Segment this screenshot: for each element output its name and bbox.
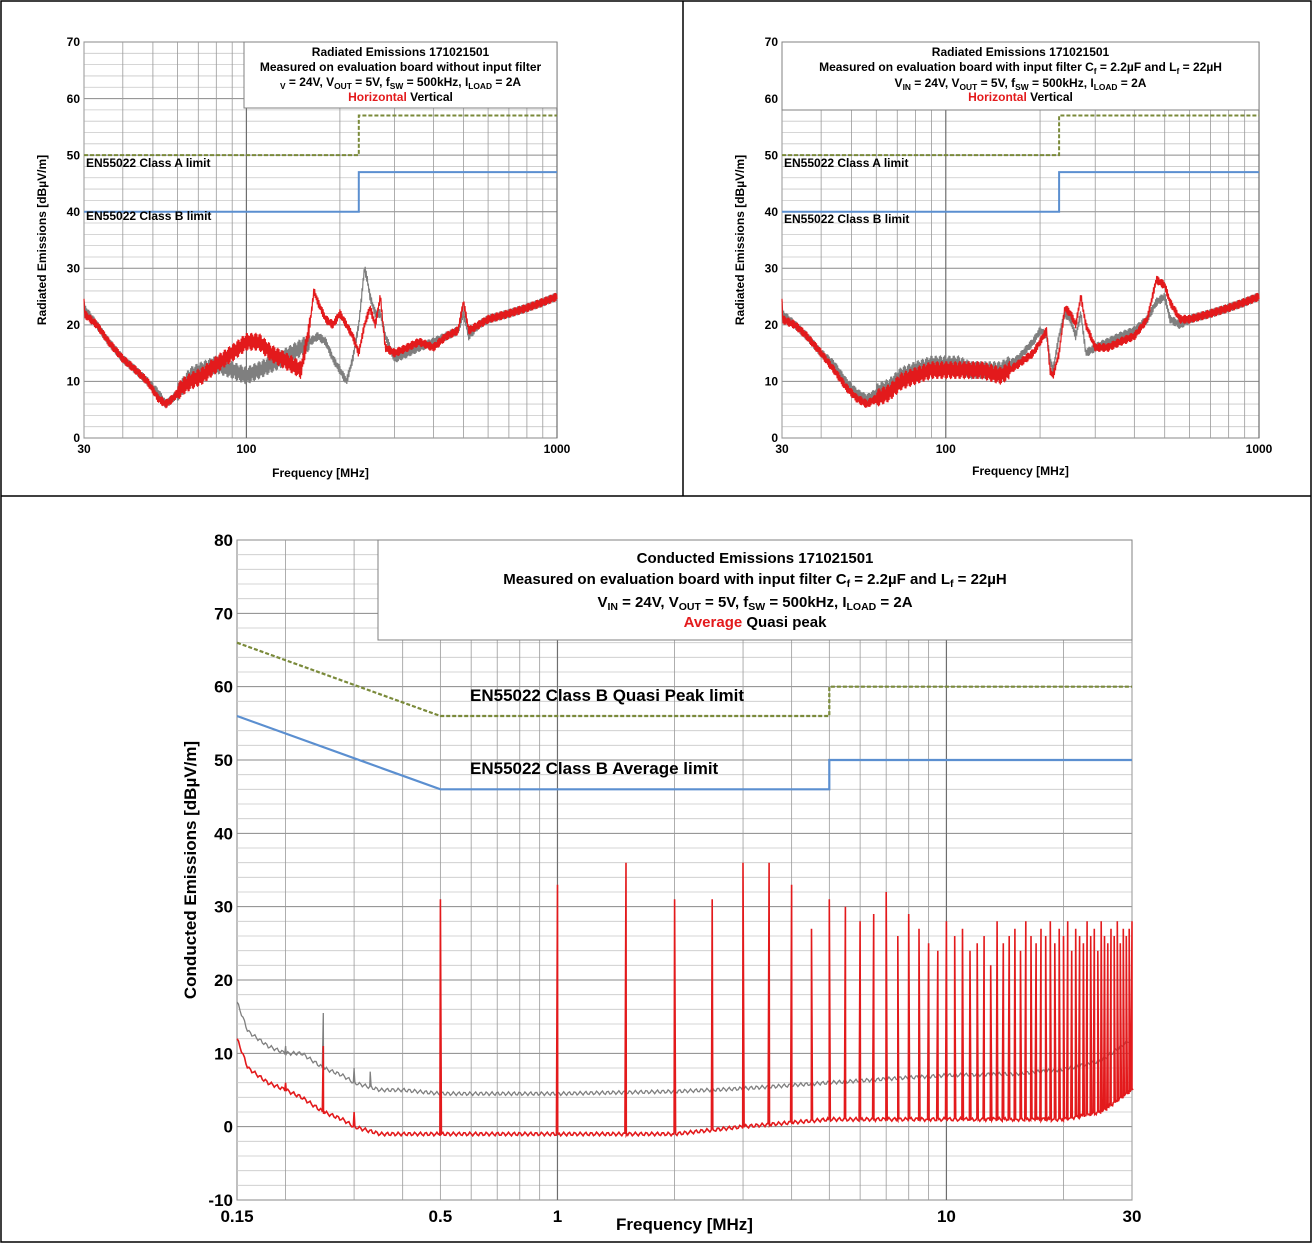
chart-legend: Average Quasi peak xyxy=(684,614,828,631)
title-box xyxy=(377,539,1133,641)
legend-entry: Quasi peak xyxy=(742,614,827,631)
y-axis-label: Radiated Emissions [dBµV/m] xyxy=(733,155,747,325)
x-axis-label: Frequency [MHz] xyxy=(972,464,1069,478)
limit-label: EN55022 Class B limit xyxy=(784,212,909,226)
x-tick-label: 30 xyxy=(1123,1207,1142,1226)
limit-label: EN55022 Class A limit xyxy=(784,156,909,170)
series-horizontal xyxy=(83,288,558,409)
x-tick-label: 100 xyxy=(936,442,956,456)
legend-entry: Horizontal xyxy=(348,90,407,104)
y-tick-label: 50 xyxy=(214,751,233,770)
y-tick-label: 30 xyxy=(765,261,779,275)
series-average xyxy=(236,862,1134,1139)
legend-entry: Horizontal xyxy=(968,90,1027,104)
title-box xyxy=(243,41,558,109)
y-tick-label: 30 xyxy=(214,898,233,917)
limit-label: EN55022 Class B Average limit xyxy=(470,759,719,778)
y-axis-label: Conducted Emissions [dBµV/m] xyxy=(181,741,200,999)
chart-subtitle: Measured on evaluation board with input … xyxy=(819,60,1222,76)
limit-label: EN55022 Class A limit xyxy=(86,156,211,170)
y-tick-label: 40 xyxy=(765,205,779,219)
y-tick-label: -10 xyxy=(208,1191,233,1210)
x-tick-label: 0.5 xyxy=(429,1207,453,1226)
x-tick-label: 0.15 xyxy=(220,1207,253,1226)
y-tick-label: 20 xyxy=(67,318,81,332)
y-tick-label: 10 xyxy=(67,375,81,389)
y-tick-label: 40 xyxy=(67,205,81,219)
x-tick-label: 10 xyxy=(937,1207,956,1226)
chart-radiated-no-filter: EN55022 Class A limit EN55022 Class B lim… xyxy=(35,35,571,480)
chart-legend: Horizontal Vertical xyxy=(348,90,453,104)
y-tick-label: 50 xyxy=(765,148,779,162)
legend-entry: Vertical xyxy=(1027,90,1073,104)
y-axis-label: Radiated Emissions [dBµV/m] xyxy=(35,155,49,325)
x-axis-label: Frequency [MHz] xyxy=(272,466,369,480)
y-tick-label: 30 xyxy=(67,261,81,275)
x-tick-label: 1000 xyxy=(544,442,571,456)
y-tick-label: 60 xyxy=(67,92,81,106)
x-tick-label: 1 xyxy=(553,1207,562,1226)
chart-subtitle: Measured on evaluation board with input … xyxy=(503,571,1007,590)
y-tick-label: 20 xyxy=(765,318,779,332)
limit-line-upper xyxy=(236,641,1132,718)
x-tick-label: 30 xyxy=(775,442,789,456)
legend-entry: Vertical xyxy=(407,90,453,104)
chart-title: Radiated Emissions 171021501 xyxy=(932,45,1110,59)
y-tick-label: 80 xyxy=(214,531,233,550)
chart-title: Conducted Emissions 171021501 xyxy=(637,550,874,567)
x-tick-label: 1000 xyxy=(1246,442,1273,456)
x-axis-label: Frequency [MHz] xyxy=(616,1215,753,1234)
limit-line-upper xyxy=(782,114,1259,157)
gridlines xyxy=(83,41,558,439)
title-box xyxy=(781,41,1260,111)
y-tick-label: 70 xyxy=(214,604,233,623)
chart-conditions: VIN = 24V, VOUT = 5V, fSW = 500kHz, ILOA… xyxy=(895,76,1147,92)
y-tick-label: 10 xyxy=(214,1044,233,1063)
x-tick-label: 30 xyxy=(77,442,91,456)
y-tick-label: 0 xyxy=(771,431,778,445)
y-tick-label: 60 xyxy=(214,678,233,697)
series-horizontal xyxy=(781,275,1260,408)
chart-subtitle: Measured on evaluation board without inp… xyxy=(260,60,542,74)
limit-line-lower xyxy=(782,171,1259,213)
y-tick-label: 0 xyxy=(224,1118,233,1137)
x-tick-label: 100 xyxy=(236,442,256,456)
chart-conditions: VIN = 24V, VOUT = 5V, fSW = 500kHz, ILOA… xyxy=(597,594,912,613)
limit-label: EN55022 Class B Quasi Peak limit xyxy=(470,686,744,705)
limit-line-upper xyxy=(84,114,557,157)
y-tick-label: 10 xyxy=(765,375,779,389)
y-tick-label: 50 xyxy=(67,148,81,162)
chart-conditions: V = 24V, VOUT = 5V, fSW = 500kHz, ILOAD … xyxy=(280,75,521,91)
chart-legend: Horizontal Vertical xyxy=(968,90,1073,104)
y-tick-label: 60 xyxy=(765,92,779,106)
y-tick-label: 20 xyxy=(214,971,233,990)
y-tick-label: 0 xyxy=(73,431,80,445)
y-tick-label: 70 xyxy=(67,35,81,49)
y-tick-label: 40 xyxy=(214,824,233,843)
chart-title: Radiated Emissions 171021501 xyxy=(312,45,490,59)
limit-line-lower xyxy=(236,714,1132,791)
limit-line-lower xyxy=(84,171,557,213)
limit-label: EN55022 Class B limit xyxy=(86,209,211,223)
chart-conducted-with-filter: EN55022 Class B Quasi Peak limit EN55022 … xyxy=(181,531,1141,1234)
chart-radiated-with-filter: EN55022 Class A limit EN55022 Class B lim… xyxy=(733,35,1273,478)
legend-entry: Average xyxy=(684,614,743,631)
y-tick-label: 70 xyxy=(765,35,779,49)
